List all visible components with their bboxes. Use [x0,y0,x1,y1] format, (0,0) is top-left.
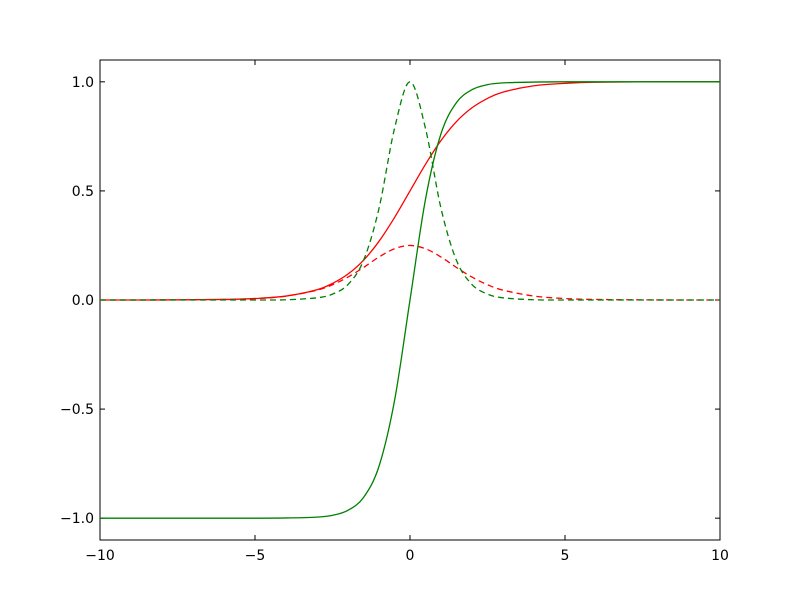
x-tick-label: 5 [561,548,570,564]
x-tick-label: −5 [245,548,266,564]
y-tick-label: −1.0 [60,511,94,527]
x-tick-label: 0 [406,548,415,564]
series-line-0 [99,81,721,301]
y-tick-label: −0.5 [60,402,94,418]
series-lines [99,81,721,519]
axis-ticks [99,60,721,540]
series-line-2 [99,81,720,519]
y-tick-labels: −1.0 −0.5 0.0 0.5 1.0 [60,75,94,527]
series-line-3 [99,81,720,301]
x-tick-label: 10 [711,548,729,564]
y-tick-label: 1.0 [72,75,94,91]
series-line-1 [99,244,721,301]
x-tick-labels: −10 −5 0 5 10 [85,548,729,564]
y-tick-label: 0.0 [72,293,94,309]
x-tick-label: −10 [85,548,115,564]
y-tick-label: 0.5 [72,184,94,200]
